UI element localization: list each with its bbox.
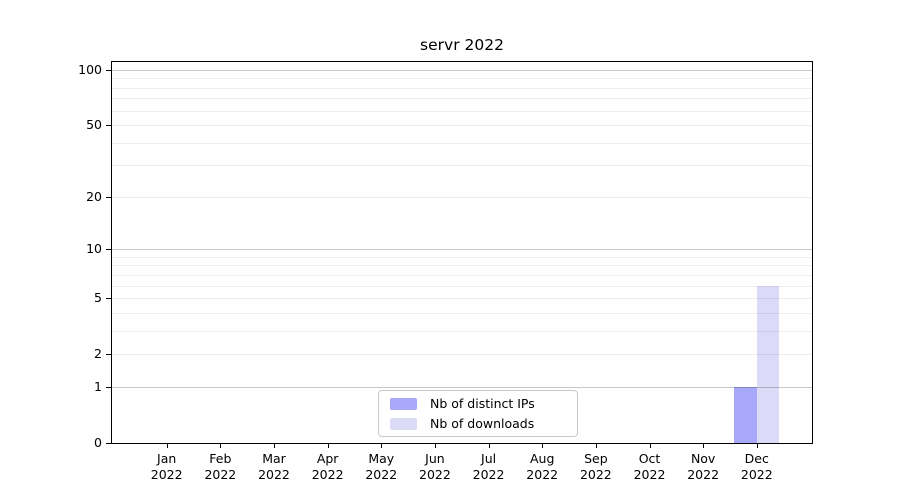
- y-tick-label: 1: [94, 378, 102, 394]
- x-tick-label: Oct 2022: [633, 451, 666, 482]
- gridline-minor: [112, 285, 812, 287]
- x-tick-mark: [595, 443, 597, 448]
- gridline-minor: [112, 330, 812, 332]
- gridline-minor: [112, 110, 812, 112]
- y-tick-mark: [106, 249, 111, 251]
- legend-item-distinct-ips: Nb of distinct IPs: [390, 396, 566, 411]
- y-tick-label: 100: [78, 62, 102, 77]
- gridline-minor: [112, 87, 812, 89]
- gridline-minor: [112, 265, 812, 267]
- x-tick-mark: [327, 443, 329, 448]
- gridline-minor: [112, 125, 812, 127]
- legend-swatch-downloads: [390, 417, 417, 430]
- x-tick-label: Apr 2022: [311, 451, 344, 482]
- y-tick-mark: [106, 354, 111, 356]
- gridline-major: [112, 70, 812, 71]
- gridline-minor: [112, 196, 812, 198]
- x-tick-label: Jul 2022: [472, 451, 505, 482]
- x-tick-label: May 2022: [365, 451, 398, 482]
- bar-nb-of-distinct-ips-dec-2022: [734, 386, 757, 443]
- gridline-minor: [112, 142, 812, 144]
- y-tick-mark: [106, 298, 111, 300]
- x-tick-label: Aug 2022: [526, 451, 559, 482]
- grid-layer: [112, 62, 812, 443]
- bars-layer: [112, 62, 812, 443]
- x-tick-label: Mar 2022: [258, 451, 290, 482]
- y-tick-mark: [106, 443, 111, 444]
- x-tick-mark: [756, 443, 758, 448]
- gridline-minor: [112, 312, 812, 314]
- gridline-minor: [112, 256, 812, 258]
- y-tick-label: 10: [86, 241, 102, 257]
- bar-nb-of-downloads-dec-2022: [756, 285, 780, 443]
- x-tick-mark: [273, 443, 275, 448]
- chart-title: servr 2022: [420, 36, 504, 54]
- legend-swatch-distinct-ips: [390, 397, 417, 410]
- x-tick-label: Jun 2022: [419, 451, 451, 482]
- x-tick-mark: [381, 443, 383, 448]
- y-tick-label: 5: [94, 290, 102, 306]
- plot-area: [111, 61, 813, 444]
- x-tick-mark: [166, 443, 168, 448]
- x-tick-mark: [703, 443, 705, 448]
- x-tick-label: Nov 2022: [687, 451, 720, 482]
- y-tick-label: 0: [94, 435, 102, 450]
- x-tick-mark: [542, 443, 544, 448]
- gridline-major: [112, 386, 812, 388]
- legend-label-downloads: Nb of downloads: [430, 416, 535, 431]
- x-tick-mark: [488, 443, 490, 448]
- legend-item-downloads: Nb of downloads: [390, 416, 566, 431]
- y-tick-label: 50: [86, 117, 102, 133]
- gridline-minor: [112, 165, 812, 167]
- y-tick-mark: [106, 70, 111, 71]
- legend-label-distinct-ips: Nb of distinct IPs: [430, 396, 535, 411]
- y-tick-label: 20: [86, 188, 102, 204]
- gridline-minor: [112, 98, 812, 100]
- x-tick-mark: [220, 443, 222, 448]
- gridline-minor: [112, 354, 812, 356]
- gridline-minor: [112, 78, 812, 80]
- x-tick-label: Sep 2022: [579, 451, 612, 482]
- x-tick-mark: [649, 443, 651, 448]
- gridline-minor: [112, 298, 812, 300]
- x-tick-label: Dec 2022: [740, 451, 773, 482]
- x-tick-label: Jan 2022: [150, 451, 183, 482]
- y-tick-mark: [106, 386, 111, 388]
- gridline-major: [112, 249, 812, 251]
- gridline-minor: [112, 274, 812, 276]
- y-tick-label: 2: [94, 346, 102, 362]
- x-tick-label: Feb 2022: [204, 451, 237, 482]
- legend: Nb of distinct IPs Nb of downloads: [378, 390, 578, 437]
- y-tick-mark: [106, 125, 111, 127]
- x-tick-mark: [434, 443, 436, 448]
- y-tick-mark: [106, 196, 111, 198]
